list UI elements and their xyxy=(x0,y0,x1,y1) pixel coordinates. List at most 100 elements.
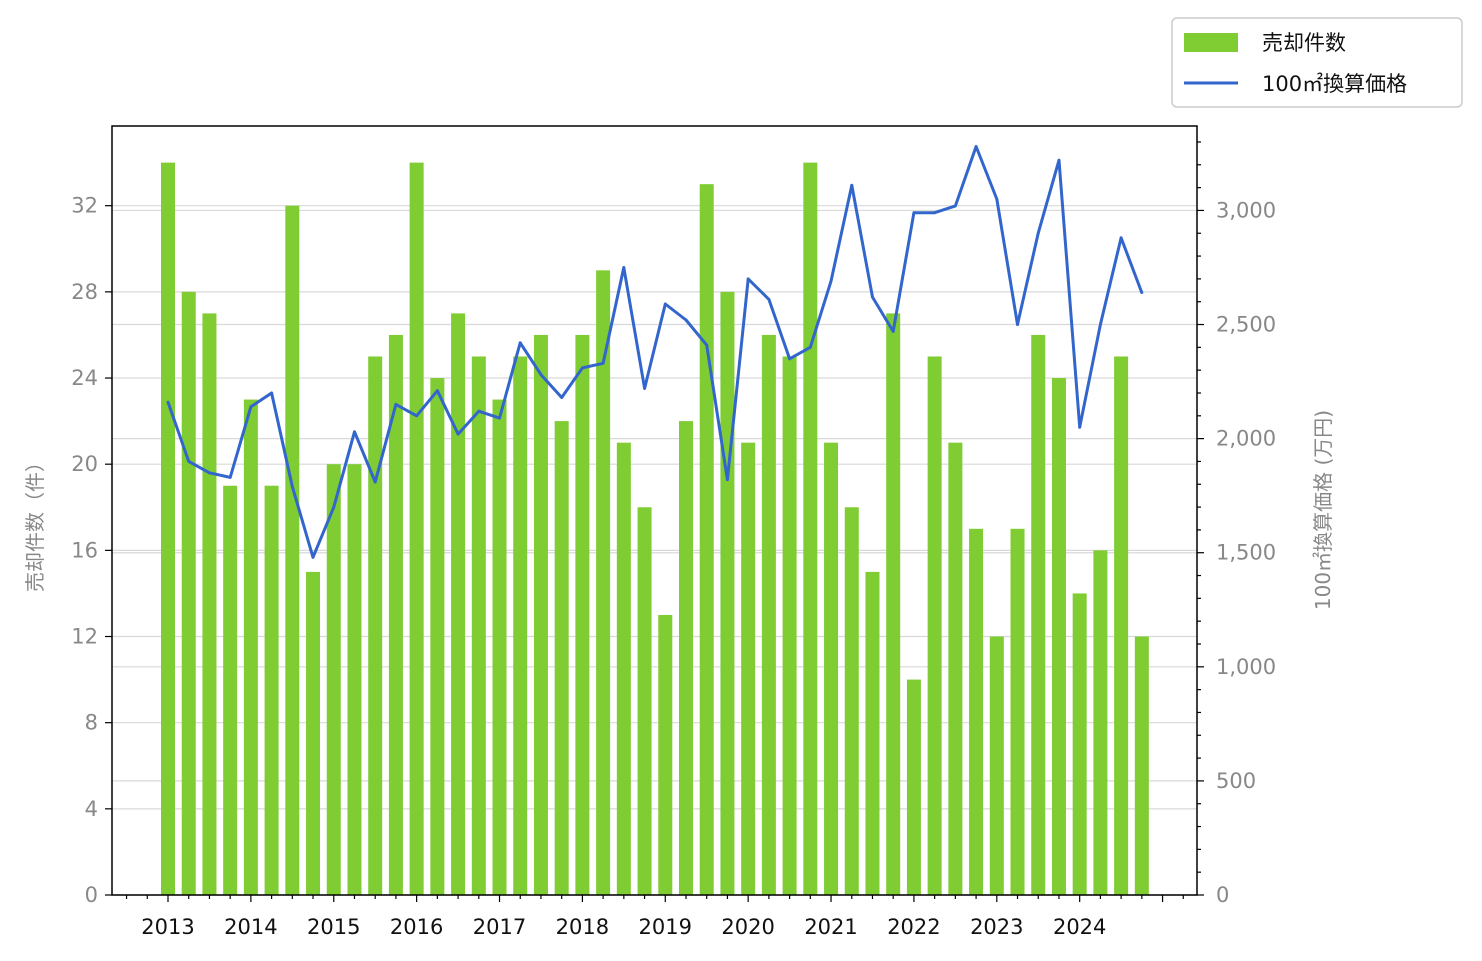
line-point xyxy=(912,211,916,215)
bar-series xyxy=(161,162,1149,896)
y-left-tick-label: 24 xyxy=(71,366,98,390)
bar xyxy=(306,571,321,895)
x-tick-label: 2023 xyxy=(970,915,1023,939)
bar xyxy=(865,571,880,895)
line-point xyxy=(539,373,543,377)
line-point xyxy=(560,396,564,399)
line-point xyxy=(394,402,398,406)
line-point xyxy=(1140,291,1144,294)
line-point xyxy=(353,430,356,434)
bar xyxy=(409,162,424,896)
bar xyxy=(969,528,984,895)
bar xyxy=(264,485,279,895)
y-right-tick-label: 1,000 xyxy=(1216,655,1276,679)
line-point xyxy=(290,485,294,488)
line-point xyxy=(788,357,791,361)
bar xyxy=(202,313,217,896)
x-tick-label: 2013 xyxy=(141,915,194,939)
line-point xyxy=(166,400,170,404)
line-point xyxy=(415,414,419,418)
y-axis-right-label: 100㎡換算価格 (万円) xyxy=(1311,410,1335,610)
line-point xyxy=(1119,236,1123,240)
bar xyxy=(886,313,901,896)
bar xyxy=(948,442,963,895)
legend: 売却件数 100㎡換算価格 xyxy=(1171,17,1463,108)
y-right-tick-label: 0 xyxy=(1216,883,1229,907)
line-point xyxy=(498,416,501,420)
line-point xyxy=(663,302,667,306)
line-point xyxy=(891,329,895,333)
line-point xyxy=(249,405,253,409)
x-tick-label: 2016 xyxy=(390,915,443,939)
bar xyxy=(844,507,859,895)
y-right-tick-label: 2,000 xyxy=(1216,427,1276,451)
line-point xyxy=(808,345,812,349)
y-left-tick-label: 20 xyxy=(71,452,98,476)
bar xyxy=(492,399,507,895)
bar xyxy=(803,162,818,896)
bar xyxy=(596,270,611,895)
x-tick-label: 2019 xyxy=(639,915,692,939)
bar xyxy=(1134,636,1149,895)
bar xyxy=(1010,528,1025,895)
legend-line-label: 100㎡換算価格 xyxy=(1262,72,1407,96)
bar xyxy=(1031,334,1046,895)
line-point xyxy=(622,266,626,269)
bar xyxy=(637,507,652,895)
line-point xyxy=(746,277,750,281)
bar xyxy=(906,679,921,895)
bar xyxy=(741,442,756,895)
bar xyxy=(181,291,196,895)
y-left-tick-label: 16 xyxy=(71,538,98,562)
y-right-tick-label: 3,000 xyxy=(1216,198,1276,222)
line-point xyxy=(332,505,336,509)
bar xyxy=(326,464,341,895)
line-point xyxy=(684,318,688,322)
y-axis-left-label: 売却件数（件） xyxy=(23,452,47,592)
plot-frame xyxy=(111,125,1198,896)
y-left-tick-label: 28 xyxy=(71,280,98,304)
bar xyxy=(575,334,590,895)
y-left-tick-label: 12 xyxy=(71,625,98,649)
bar xyxy=(1093,550,1108,895)
y-left-tick-label: 4 xyxy=(85,797,98,821)
legend-frame xyxy=(1171,17,1463,108)
bar xyxy=(720,291,735,895)
line-point xyxy=(995,197,999,201)
line-point xyxy=(643,387,646,390)
line-point xyxy=(767,298,771,301)
bar xyxy=(927,356,942,895)
bar xyxy=(243,399,258,895)
line-point xyxy=(974,145,978,148)
bar xyxy=(554,421,569,895)
bar xyxy=(471,356,486,895)
bar xyxy=(451,313,466,896)
y-right-tick-label: 2,500 xyxy=(1216,313,1276,337)
x-tick-label: 2014 xyxy=(224,915,277,939)
bar xyxy=(533,334,548,895)
line-point xyxy=(953,204,957,208)
line-series xyxy=(166,145,1144,559)
bar xyxy=(679,421,693,895)
bar xyxy=(368,356,383,895)
line-point xyxy=(187,460,191,463)
y-left-tick-label: 8 xyxy=(85,711,98,735)
legend-bar-swatch xyxy=(1184,33,1238,52)
bar xyxy=(658,614,673,895)
bar xyxy=(699,184,714,895)
x-tick-label: 2018 xyxy=(556,915,609,939)
line-point xyxy=(1036,231,1040,235)
line-point xyxy=(1057,158,1061,162)
x-tick-label: 2020 xyxy=(721,915,774,939)
line-point xyxy=(477,409,481,413)
x-tick-label: 2024 xyxy=(1053,915,1106,939)
line-point xyxy=(228,476,232,479)
line-point xyxy=(829,279,833,283)
line-point xyxy=(373,480,377,484)
y-right-tick-label: 1,500 xyxy=(1216,541,1276,565)
bar xyxy=(223,485,238,895)
line-point xyxy=(601,361,605,365)
line-point xyxy=(1078,425,1082,429)
price-line xyxy=(166,145,1144,559)
